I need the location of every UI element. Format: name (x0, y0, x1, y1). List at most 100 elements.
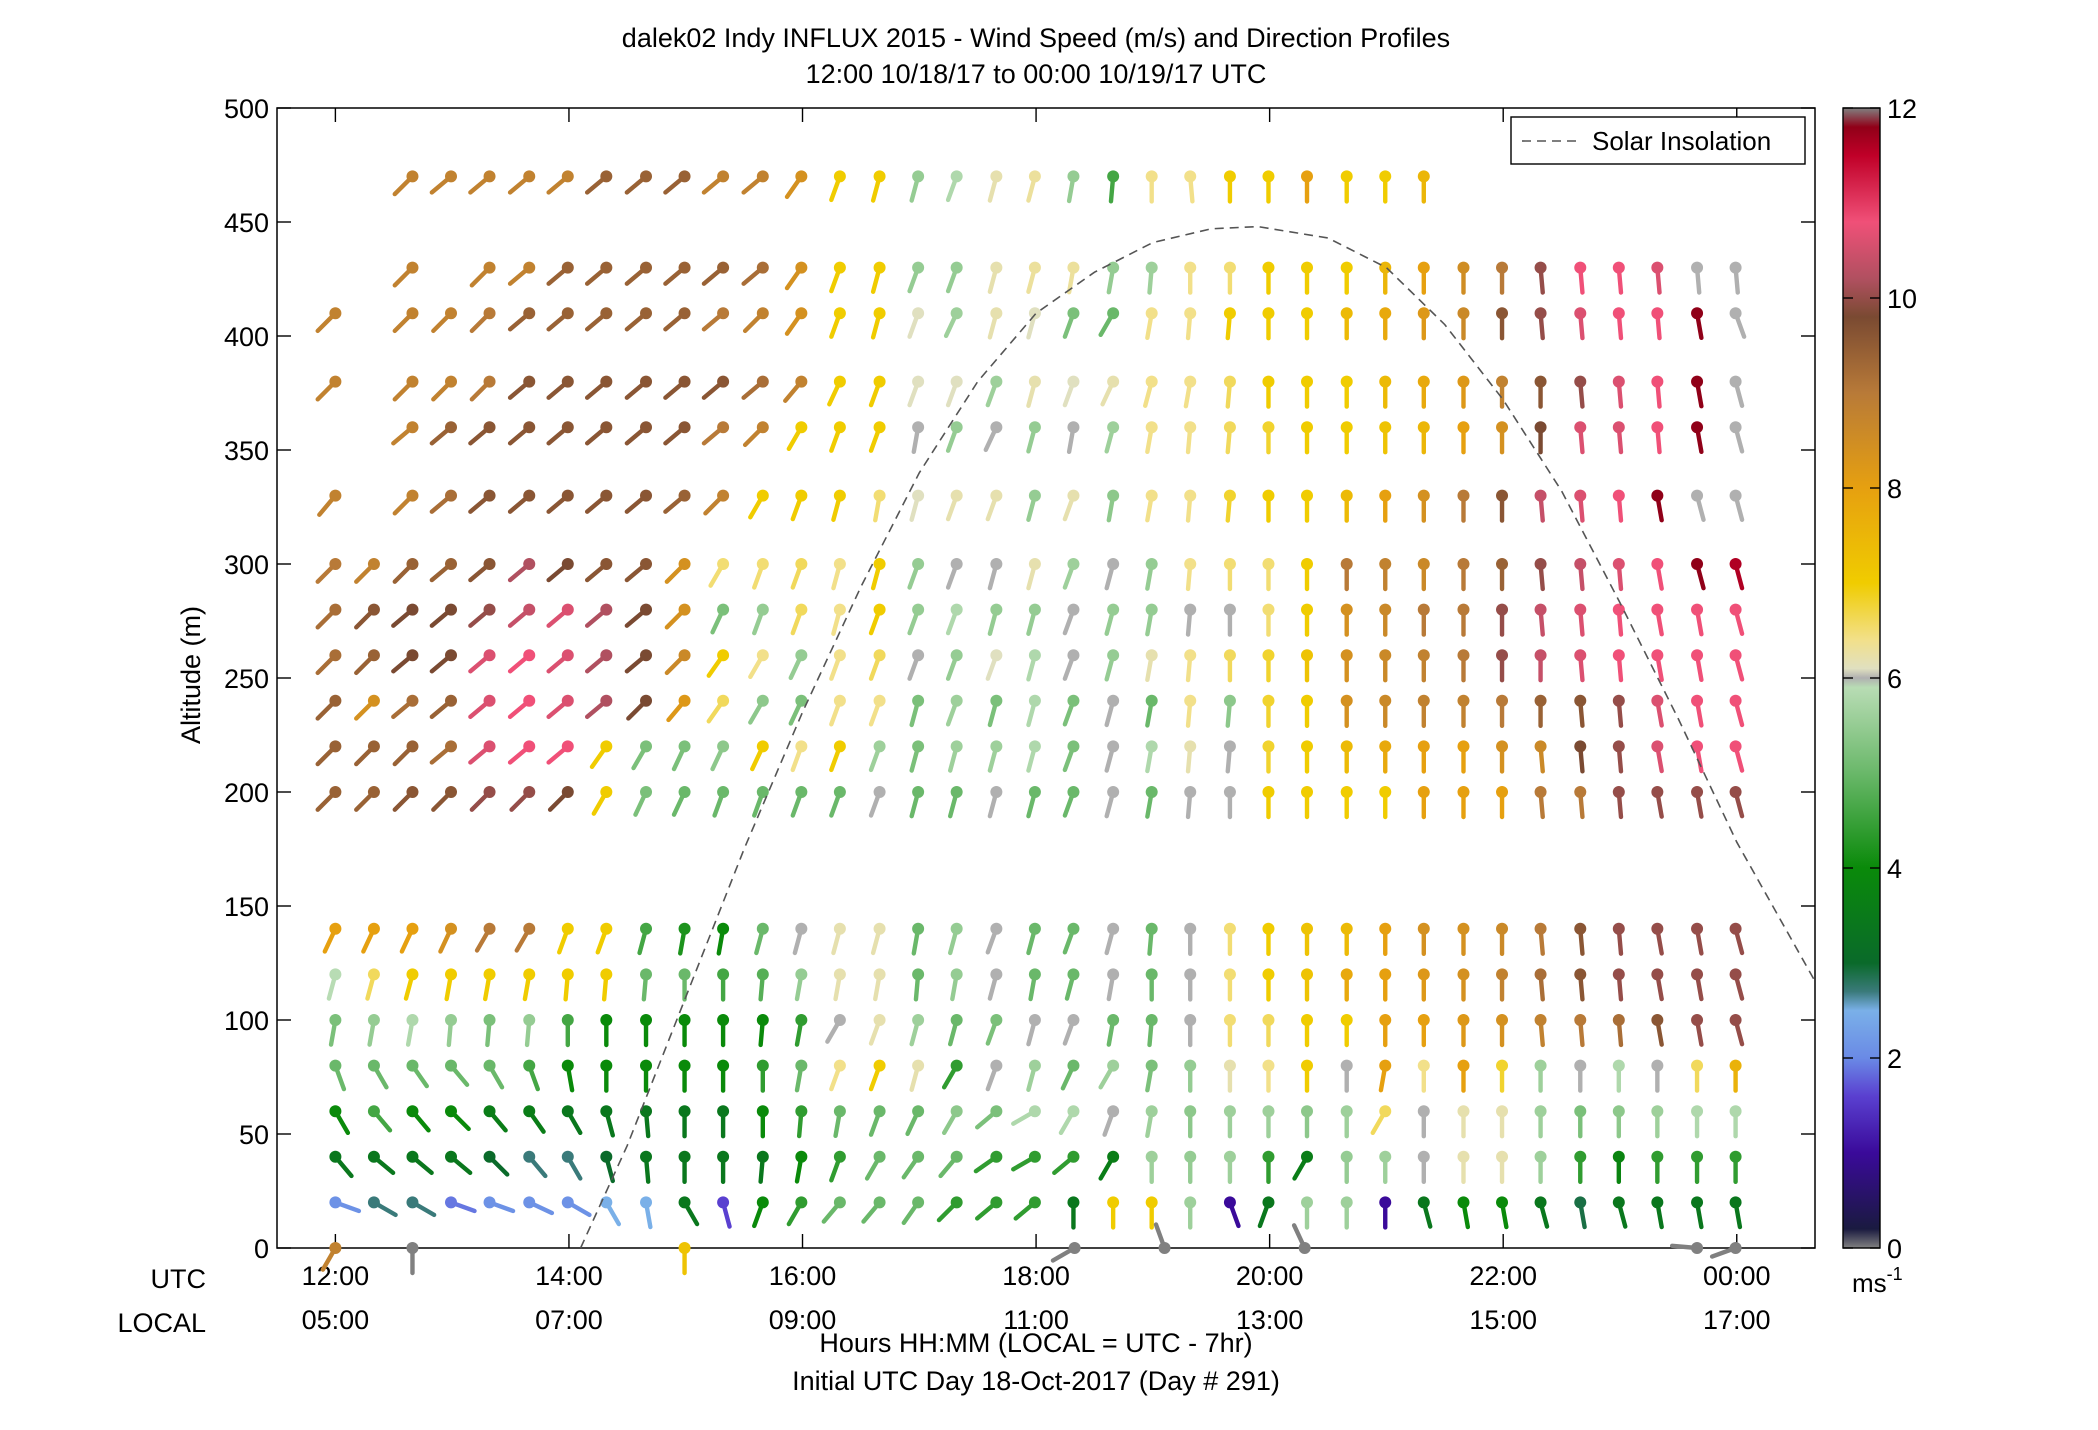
wind-barb-point (717, 1105, 730, 1118)
wind-barb-point (795, 1014, 808, 1026)
wind-barb-point (1691, 375, 1704, 388)
wind-barb-point (1457, 1105, 1470, 1118)
wind-barb-point (990, 375, 1003, 388)
wind-barb-point (1612, 1150, 1625, 1163)
wind-barb-point (1417, 558, 1430, 570)
wind-barb-point (1574, 922, 1587, 935)
wind-barb-point (990, 786, 1003, 798)
wind-barb-point (1651, 261, 1664, 274)
wind-barb-point (1612, 1059, 1625, 1072)
wind-barb-point (1417, 740, 1430, 753)
wind-barb-point (1301, 1059, 1314, 1072)
wind-barb-point (756, 558, 769, 570)
wind-barb-point (1574, 1014, 1587, 1026)
wind-barb-point (483, 261, 496, 274)
wind-barb-point (1651, 1014, 1664, 1026)
wind-barb-point (833, 786, 846, 798)
wind-barb-point (1534, 307, 1547, 320)
solar-insolation-group (579, 225, 1816, 1249)
wind-barb-point (523, 603, 536, 616)
wind-barb-point (1691, 1059, 1704, 1072)
wind-barb-point (990, 1196, 1003, 1209)
wind-barb-point (445, 1105, 458, 1118)
wind-barb-point (1340, 694, 1353, 707)
wind-barb-point (1262, 649, 1275, 662)
wind-barb-point (717, 649, 730, 662)
wind-barb-point (1340, 1196, 1353, 1209)
wind-barb-point (833, 261, 846, 274)
wind-barb-point (950, 786, 963, 798)
x-axis-label-day: Initial UTC Day 18-Oct-2017 (Day # 291) (792, 1366, 1280, 1396)
wind-barb-point (1262, 261, 1275, 274)
wind-barb-point (406, 922, 419, 935)
wind-barb-point (1574, 558, 1587, 570)
wind-barb-point (406, 1150, 419, 1163)
wind-barb-point (1612, 375, 1625, 388)
wind-barb-point (1145, 1196, 1158, 1209)
wind-barb-point (600, 1059, 613, 1072)
wind-barb-point (1067, 307, 1080, 320)
wind-barb-point (950, 307, 963, 320)
wind-barb-point (600, 1014, 613, 1026)
wind-barb-point (756, 1196, 769, 1209)
wind-barb-point (1457, 307, 1470, 320)
wind-barb-point (833, 603, 846, 616)
wind-barb-point (1145, 649, 1158, 662)
wind-barb-point (1301, 922, 1314, 935)
wind-barb-point (1457, 786, 1470, 798)
wind-barb-point (1496, 649, 1509, 662)
wind-barb-point (1262, 603, 1275, 616)
wind-barb-point (1340, 489, 1353, 502)
wind-barb-point (912, 375, 925, 388)
wind-barb-point (523, 1196, 536, 1209)
wind-barb-point (600, 489, 613, 502)
wind-barb-point (1379, 740, 1392, 753)
wind-barb-point (1067, 558, 1080, 570)
wind-barb-point (483, 170, 496, 183)
wind-barb-point (756, 922, 769, 935)
wind-barb-point (1107, 694, 1120, 707)
wind-barb-point (406, 421, 419, 434)
wind-barb-point (1691, 786, 1704, 798)
wind-barb-point (640, 1150, 653, 1163)
wind-barb-point (1379, 375, 1392, 388)
wind-barb-point (795, 1059, 808, 1072)
wind-barb-point (1301, 1196, 1314, 1209)
wind-barb-point (640, 375, 653, 388)
wind-barb-point (561, 1014, 574, 1026)
wind-barb-point (795, 170, 808, 183)
wind-barb-point (561, 1150, 574, 1163)
wind-barb-point (329, 1242, 342, 1254)
colorbar-ticks: 0 2 4 6 8 10 12 (1843, 94, 1917, 1264)
wind-barb-point (1612, 489, 1625, 502)
wind-barb-point (523, 170, 536, 183)
wind-barb-point (600, 740, 613, 753)
wind-barb-point (678, 1196, 691, 1209)
wind-barb-point (756, 489, 769, 502)
wind-barb-point (1534, 1014, 1547, 1026)
wind-barb-point (640, 421, 653, 434)
wind-barb-point (1184, 1150, 1197, 1163)
wind-barb-point (1067, 649, 1080, 662)
wind-barb-point (795, 1105, 808, 1118)
wind-barb-point (406, 694, 419, 707)
wind-barb-point (717, 694, 730, 707)
wind-barb-point (406, 489, 419, 502)
wind-barb-point (1612, 603, 1625, 616)
wind-barb-point (1496, 261, 1509, 274)
wind-barb-point (1107, 170, 1120, 183)
wind-barb-point (1028, 307, 1041, 320)
wind-barb-point (1574, 968, 1587, 981)
wind-barb-point (445, 1196, 458, 1209)
wind-barb-point (1651, 1059, 1664, 1072)
wind-barb-point (1496, 375, 1509, 388)
wind-barb-point (1574, 421, 1587, 434)
wind-barb-point (329, 489, 342, 502)
wind-barb-point (367, 649, 380, 662)
wind-barb-point (1534, 649, 1547, 662)
wind-barb-point (1379, 603, 1392, 616)
wind-barb-point (406, 558, 419, 570)
wind-barb-point (1534, 603, 1547, 616)
wind-barb-point (990, 968, 1003, 981)
wind-barb-point (795, 922, 808, 935)
